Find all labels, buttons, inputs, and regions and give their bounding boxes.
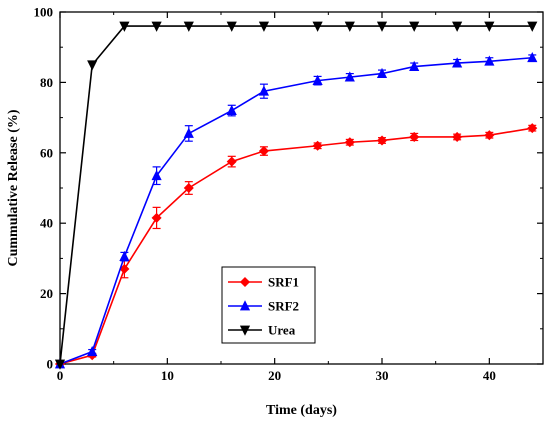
data-point	[183, 21, 194, 32]
data-point	[151, 169, 162, 181]
data-point	[258, 21, 270, 32]
data-point	[258, 146, 269, 157]
data-point	[87, 60, 98, 71]
x-axis-title: Time (days)	[266, 403, 337, 418]
data-point	[54, 359, 66, 370]
legend-label: Urea	[268, 323, 296, 338]
data-point	[119, 21, 130, 32]
x-tick-label: 0	[57, 368, 64, 383]
data-point	[183, 127, 194, 138]
series-line-srf1	[59, 127, 533, 365]
data-point	[344, 21, 355, 32]
legend: SRF1 SRF2 Urea	[221, 266, 316, 344]
y-tick-label: 60	[40, 145, 53, 160]
y-tick-label: 100	[34, 5, 54, 20]
plot-area	[54, 21, 538, 370]
data-point	[484, 55, 495, 66]
data-point	[376, 135, 388, 146]
data-point	[409, 131, 420, 142]
data-point	[527, 123, 538, 134]
series-srf2	[54, 51, 538, 369]
data-point	[119, 250, 130, 262]
y-tick-label: 80	[40, 75, 53, 90]
data-point	[151, 21, 162, 32]
series-line-srf2	[59, 56, 533, 365]
legend-entry-urea: Urea	[228, 323, 296, 338]
x-tick-label: 10	[161, 368, 174, 383]
data-point	[183, 182, 194, 194]
data-point	[226, 156, 237, 167]
legend-entry-srf2: SRF2	[228, 299, 299, 314]
legend-marker	[239, 276, 251, 288]
data-point	[376, 67, 388, 78]
series-line-urea	[59, 25, 533, 365]
data-point	[452, 131, 463, 142]
data-point	[226, 21, 237, 32]
x-tick-label: 40	[483, 368, 496, 383]
legend-marker	[239, 300, 251, 311]
series-urea	[54, 21, 538, 370]
data-point	[312, 74, 323, 86]
data-point	[409, 60, 420, 71]
legend-label: SRF2	[268, 299, 299, 314]
data-point	[452, 21, 463, 32]
y-axis-title: Cummulative Release (%)	[6, 109, 21, 266]
legend-entry-srf1: SRF1	[228, 275, 299, 290]
data-point	[226, 104, 237, 115]
legend-label: SRF1	[268, 275, 299, 290]
axes-group: 0 10 20 30 40 0 20 40 60 80 100	[34, 5, 544, 383]
data-point	[312, 140, 323, 151]
data-point	[376, 21, 388, 32]
legend-marker	[239, 325, 251, 336]
y-tick-label: 0	[47, 357, 54, 372]
data-point	[344, 137, 355, 148]
y-tick-label: 40	[40, 216, 53, 231]
x-tick-label: 30	[376, 368, 389, 383]
x-tick-label: 20	[268, 368, 281, 383]
data-point	[151, 212, 162, 223]
data-point	[344, 71, 355, 82]
data-point	[452, 57, 463, 68]
data-point	[484, 21, 495, 32]
data-point	[409, 21, 420, 32]
y-tick-label: 20	[40, 286, 53, 301]
data-point	[527, 21, 538, 32]
data-point	[87, 345, 98, 357]
data-point	[258, 85, 270, 96]
data-point	[527, 51, 538, 63]
data-point	[312, 21, 323, 32]
data-point	[484, 130, 495, 141]
